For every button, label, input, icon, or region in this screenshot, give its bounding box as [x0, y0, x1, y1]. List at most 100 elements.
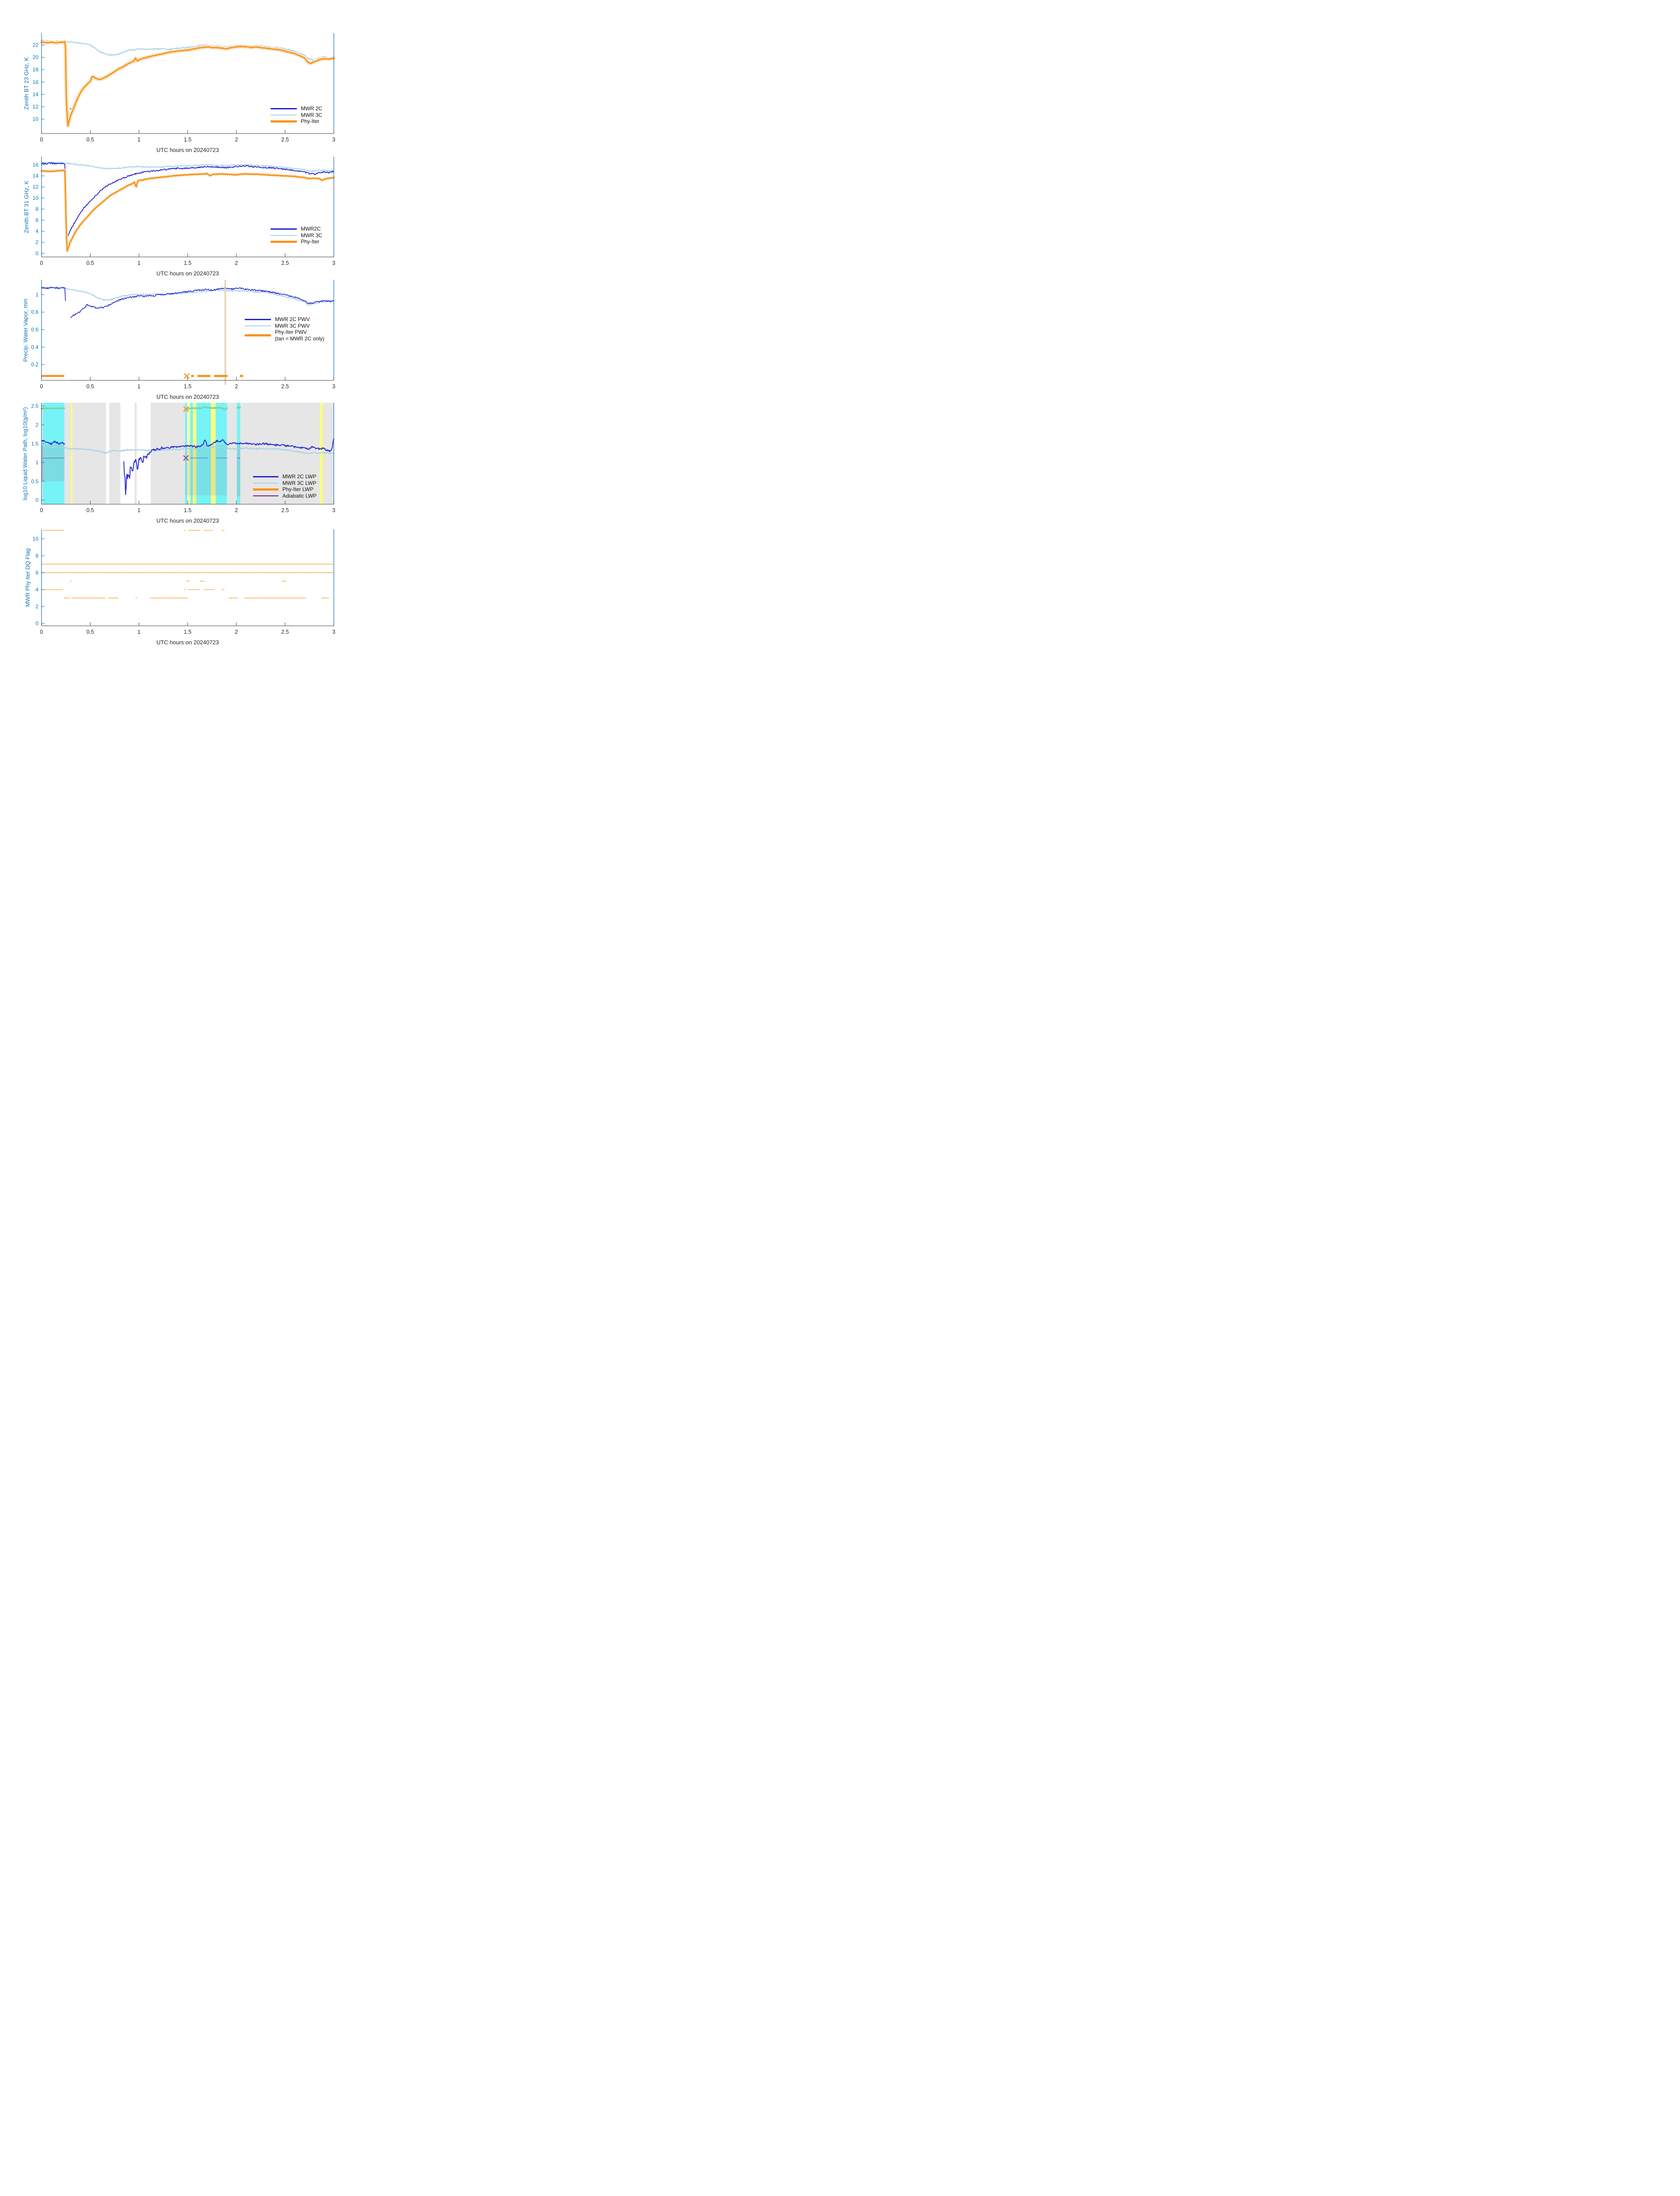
- legend-row: MWR 2C PWV: [245, 316, 324, 323]
- legend-row: MWR 3C LWP: [253, 480, 317, 487]
- svg-text:0: 0: [40, 137, 43, 143]
- svg-text:2: 2: [235, 383, 238, 390]
- svg-text:2: 2: [235, 260, 238, 266]
- svg-text:10: 10: [33, 195, 39, 201]
- svg-text:0: 0: [40, 260, 43, 266]
- legend-label: MWR 3C LWP: [282, 480, 317, 486]
- legend-row: (tan = MWR 2C only): [245, 336, 324, 342]
- svg-text:2: 2: [235, 629, 238, 635]
- svg-text:1.5: 1.5: [184, 137, 191, 143]
- svg-text:0: 0: [36, 620, 39, 626]
- svg-text:8: 8: [36, 206, 39, 212]
- legend-label: Phy-Iter: [301, 238, 320, 245]
- legend-label: MWR 2C PWV: [275, 316, 310, 322]
- svg-text:10: 10: [33, 116, 39, 122]
- svg-text:0.8: 0.8: [31, 309, 39, 315]
- legend-row: MWR2C: [271, 226, 322, 232]
- legend-row: MWR 3C: [271, 112, 322, 119]
- svg-text:1: 1: [137, 260, 141, 266]
- svg-text:1.5: 1.5: [31, 441, 39, 447]
- svg-text:16: 16: [33, 162, 39, 168]
- svg-text:3: 3: [332, 629, 336, 635]
- legend-row: MWR 3C: [271, 232, 322, 239]
- legend-line-swatch: [271, 235, 297, 236]
- legend-row: Phy-Iter PWV: [245, 329, 324, 336]
- legend-label: Phy-Iter: [301, 118, 320, 124]
- legend-line-swatch: [245, 334, 271, 336]
- panel4-legend: MWR 2C LWP MWR 3C LWP Phy-Iter LWP Adiabati…: [253, 473, 317, 499]
- svg-text:20: 20: [33, 54, 39, 61]
- panel1-legend: MWR 2C MWR 3C Phy-Iter: [271, 105, 322, 125]
- svg-text:14: 14: [33, 173, 39, 179]
- svg-text:1.5: 1.5: [184, 260, 191, 266]
- panel1-y-axis-label: Zenith BT 23 GHz, K: [23, 57, 30, 110]
- svg-text:1: 1: [36, 292, 39, 298]
- legend-label: MWR2C: [301, 226, 321, 232]
- legend-label: MWR 2C: [301, 105, 322, 112]
- svg-text:4: 4: [36, 586, 39, 592]
- svg-text:1: 1: [137, 629, 141, 635]
- svg-text:0.6: 0.6: [31, 327, 39, 333]
- panel4-x-axis-label: UTC hours on 20240723: [156, 517, 219, 524]
- svg-text:0.4: 0.4: [31, 344, 39, 350]
- legend-line-swatch: [271, 120, 297, 123]
- svg-text:12: 12: [33, 104, 39, 110]
- legend-label: MWR 2C LWP: [282, 473, 317, 480]
- svg-text:3: 3: [332, 507, 336, 513]
- panel3-y-axis-label: Precip. Water Vapor, mm: [22, 298, 29, 362]
- svg-text:0.5: 0.5: [31, 478, 39, 484]
- svg-text:0: 0: [36, 497, 39, 503]
- svg-text:0.5: 0.5: [87, 260, 94, 266]
- svg-text:1.5: 1.5: [184, 383, 191, 390]
- panel2-x-axis-label: UTC hours on 20240723: [156, 270, 219, 277]
- legend-line-swatch: [245, 338, 271, 339]
- svg-text:2: 2: [235, 507, 238, 513]
- svg-text:16: 16: [33, 79, 39, 85]
- legend-row: Phy-Iter: [271, 238, 322, 245]
- legend-row: Phy-Iter LWP: [253, 486, 317, 493]
- svg-text:2.5: 2.5: [281, 383, 289, 390]
- svg-text:0.5: 0.5: [87, 629, 94, 635]
- legend-line-swatch: [271, 114, 297, 116]
- svg-text:8: 8: [36, 553, 39, 559]
- svg-text:0.5: 0.5: [87, 383, 94, 390]
- legend-label: Adiabatic LWP: [282, 492, 317, 499]
- svg-text:1: 1: [137, 383, 141, 390]
- svg-text:1: 1: [137, 137, 141, 143]
- panel4-y-axis-label: log10 Liquid Water Path, log10(g/m²): [22, 407, 29, 500]
- legend-label: MWR 3C: [301, 112, 322, 118]
- legend-row: Adiabatic LWP: [253, 493, 317, 499]
- legend-label: Phy-Iter LWP: [282, 486, 314, 492]
- legend-line-swatch: [253, 476, 278, 477]
- legend-row: MWR 2C: [271, 105, 322, 112]
- legend-row: Phy-Iter: [271, 118, 322, 125]
- svg-text:18: 18: [33, 67, 39, 73]
- svg-text:2: 2: [36, 422, 39, 428]
- svg-text:2.5: 2.5: [281, 260, 289, 266]
- legend-line-swatch: [271, 241, 297, 243]
- svg-text:14: 14: [33, 91, 39, 98]
- svg-text:2.5: 2.5: [281, 507, 289, 513]
- svg-text:2: 2: [36, 603, 39, 610]
- svg-text:0.5: 0.5: [87, 507, 94, 513]
- legend-line-swatch: [271, 228, 297, 230]
- svg-text:12: 12: [33, 184, 39, 190]
- svg-text:2: 2: [235, 137, 238, 143]
- legend-label: Phy-Iter PWV: [275, 329, 307, 335]
- svg-text:6: 6: [36, 570, 39, 576]
- legend-label: (tan = MWR 2C only): [275, 335, 325, 342]
- svg-text:1: 1: [36, 459, 39, 466]
- svg-text:1: 1: [137, 507, 141, 513]
- svg-text:2: 2: [36, 239, 39, 246]
- svg-text:1.5: 1.5: [184, 507, 191, 513]
- svg-text:3: 3: [332, 260, 336, 266]
- panel3-legend: MWR 2C PWV MWR 3C PWV Phy-Iter PWV (tan = M…: [245, 316, 324, 342]
- svg-text:2.5: 2.5: [281, 137, 289, 143]
- legend-line-swatch: [253, 495, 278, 496]
- legend-line-swatch: [253, 488, 278, 491]
- svg-text:1.5: 1.5: [184, 629, 191, 635]
- legend-line-swatch: [245, 319, 271, 320]
- mwr-phy-iter-figure: 10 12 14 16 18 20 22 0 0.5 1 1.5 2 2.5 3 0 2 4 6 8 10 12 14 16…: [0, 0, 420, 659]
- panel5-x-axis-label: UTC hours on 20240723: [156, 639, 219, 646]
